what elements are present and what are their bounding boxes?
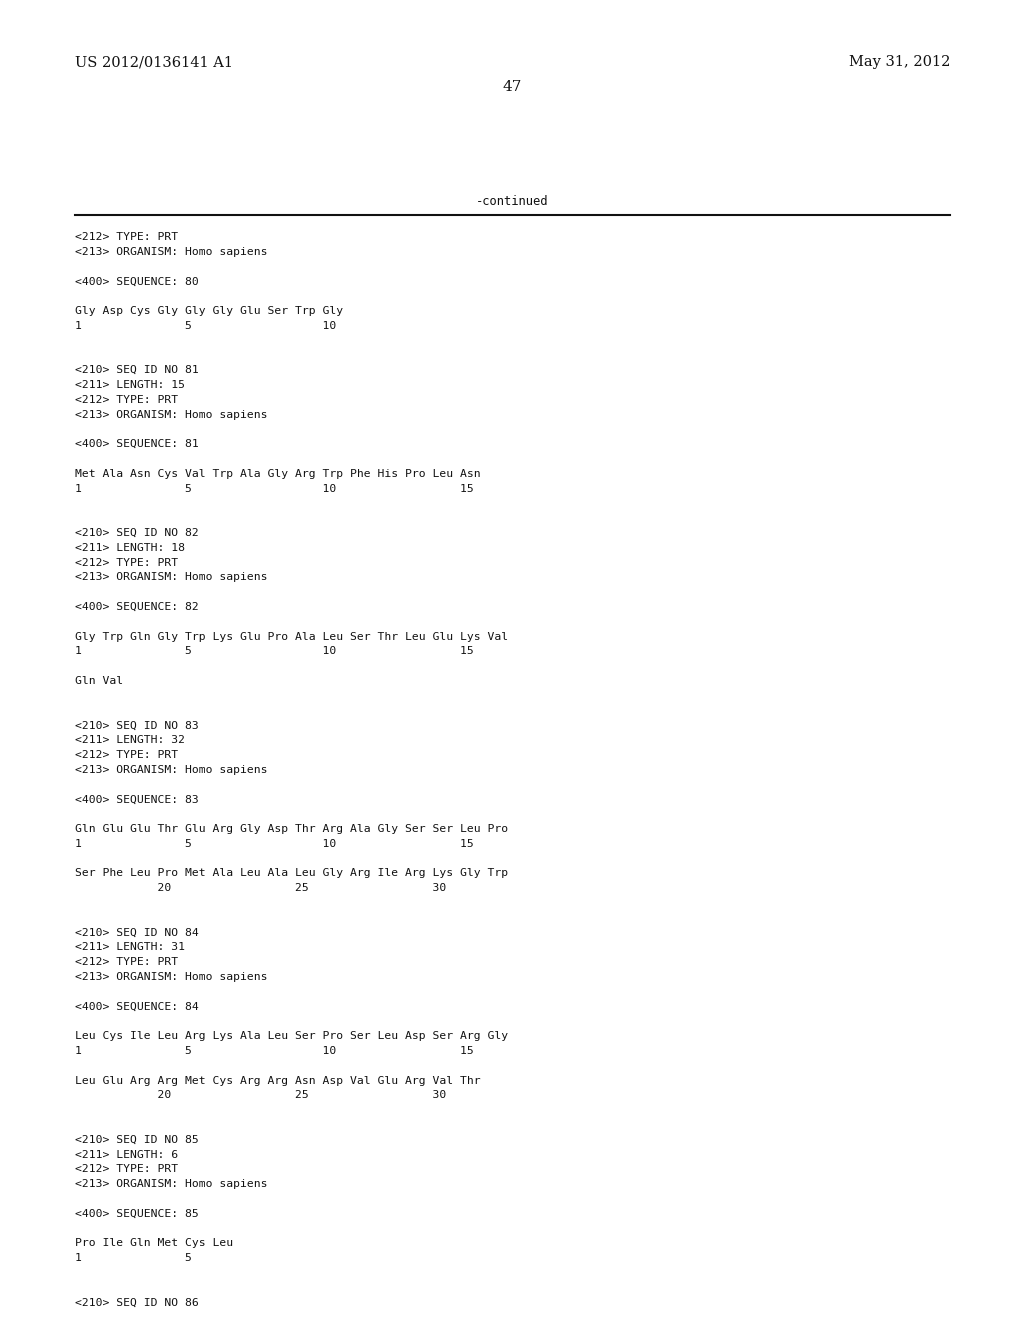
Text: <212> TYPE: PRT: <212> TYPE: PRT <box>75 232 178 242</box>
Text: May 31, 2012: May 31, 2012 <box>849 55 950 69</box>
Text: Leu Glu Arg Arg Met Cys Arg Arg Asn Asp Val Glu Arg Val Thr: Leu Glu Arg Arg Met Cys Arg Arg Asn Asp … <box>75 1076 480 1085</box>
Text: <400> SEQUENCE: 85: <400> SEQUENCE: 85 <box>75 1209 199 1218</box>
Text: <213> ORGANISM: Homo sapiens: <213> ORGANISM: Homo sapiens <box>75 247 267 257</box>
Text: Gly Asp Cys Gly Gly Gly Glu Ser Trp Gly: Gly Asp Cys Gly Gly Gly Glu Ser Trp Gly <box>75 306 343 315</box>
Text: 1               5                   10                  15: 1 5 10 15 <box>75 483 474 494</box>
Text: Gly Trp Gln Gly Trp Lys Glu Pro Ala Leu Ser Thr Leu Glu Lys Val: Gly Trp Gln Gly Trp Lys Glu Pro Ala Leu … <box>75 631 508 642</box>
Text: <210> SEQ ID NO 85: <210> SEQ ID NO 85 <box>75 1135 199 1144</box>
Text: Pro Ile Gln Met Cys Leu: Pro Ile Gln Met Cys Leu <box>75 1238 233 1249</box>
Text: 1               5                   10                  15: 1 5 10 15 <box>75 647 474 656</box>
Text: <212> TYPE: PRT: <212> TYPE: PRT <box>75 395 178 405</box>
Text: <400> SEQUENCE: 84: <400> SEQUENCE: 84 <box>75 1002 199 1011</box>
Text: <212> TYPE: PRT: <212> TYPE: PRT <box>75 957 178 968</box>
Text: Gln Val: Gln Val <box>75 676 123 686</box>
Text: 20                  25                  30: 20 25 30 <box>75 883 446 894</box>
Text: 20                  25                  30: 20 25 30 <box>75 1090 446 1101</box>
Text: <211> LENGTH: 15: <211> LENGTH: 15 <box>75 380 185 389</box>
Text: 1               5: 1 5 <box>75 1253 191 1263</box>
Text: 1               5                   10                  15: 1 5 10 15 <box>75 1045 474 1056</box>
Text: <212> TYPE: PRT: <212> TYPE: PRT <box>75 1164 178 1175</box>
Text: US 2012/0136141 A1: US 2012/0136141 A1 <box>75 55 233 69</box>
Text: Leu Cys Ile Leu Arg Lys Ala Leu Ser Pro Ser Leu Asp Ser Arg Gly: Leu Cys Ile Leu Arg Lys Ala Leu Ser Pro … <box>75 1031 508 1041</box>
Text: 1               5                   10: 1 5 10 <box>75 321 336 331</box>
Text: <213> ORGANISM: Homo sapiens: <213> ORGANISM: Homo sapiens <box>75 972 267 982</box>
Text: <212> TYPE: PRT: <212> TYPE: PRT <box>75 750 178 760</box>
Text: <211> LENGTH: 6: <211> LENGTH: 6 <box>75 1150 178 1159</box>
Text: <400> SEQUENCE: 81: <400> SEQUENCE: 81 <box>75 440 199 449</box>
Text: <211> LENGTH: 32: <211> LENGTH: 32 <box>75 735 185 746</box>
Text: Gln Glu Glu Thr Glu Arg Gly Asp Thr Arg Ala Gly Ser Ser Leu Pro: Gln Glu Glu Thr Glu Arg Gly Asp Thr Arg … <box>75 824 508 834</box>
Text: <212> TYPE: PRT: <212> TYPE: PRT <box>75 557 178 568</box>
Text: <213> ORGANISM: Homo sapiens: <213> ORGANISM: Homo sapiens <box>75 573 267 582</box>
Text: <213> ORGANISM: Homo sapiens: <213> ORGANISM: Homo sapiens <box>75 409 267 420</box>
Text: <213> ORGANISM: Homo sapiens: <213> ORGANISM: Homo sapiens <box>75 1179 267 1189</box>
Text: <210> SEQ ID NO 82: <210> SEQ ID NO 82 <box>75 528 199 539</box>
Text: <211> LENGTH: 18: <211> LENGTH: 18 <box>75 543 185 553</box>
Text: 47: 47 <box>503 81 521 94</box>
Text: <400> SEQUENCE: 83: <400> SEQUENCE: 83 <box>75 795 199 804</box>
Text: 1               5                   10                  15: 1 5 10 15 <box>75 838 474 849</box>
Text: -continued: -continued <box>476 195 548 209</box>
Text: <213> ORGANISM: Homo sapiens: <213> ORGANISM: Homo sapiens <box>75 764 267 775</box>
Text: Met Ala Asn Cys Val Trp Ala Gly Arg Trp Phe His Pro Leu Asn: Met Ala Asn Cys Val Trp Ala Gly Arg Trp … <box>75 469 480 479</box>
Text: <210> SEQ ID NO 84: <210> SEQ ID NO 84 <box>75 928 199 937</box>
Text: <210> SEQ ID NO 81: <210> SEQ ID NO 81 <box>75 366 199 375</box>
Text: <400> SEQUENCE: 80: <400> SEQUENCE: 80 <box>75 276 199 286</box>
Text: <400> SEQUENCE: 82: <400> SEQUENCE: 82 <box>75 602 199 612</box>
Text: <211> LENGTH: 31: <211> LENGTH: 31 <box>75 942 185 953</box>
Text: <210> SEQ ID NO 83: <210> SEQ ID NO 83 <box>75 721 199 730</box>
Text: <210> SEQ ID NO 86: <210> SEQ ID NO 86 <box>75 1298 199 1308</box>
Text: Ser Phe Leu Pro Met Ala Leu Ala Leu Gly Arg Ile Arg Lys Gly Trp: Ser Phe Leu Pro Met Ala Leu Ala Leu Gly … <box>75 869 508 878</box>
